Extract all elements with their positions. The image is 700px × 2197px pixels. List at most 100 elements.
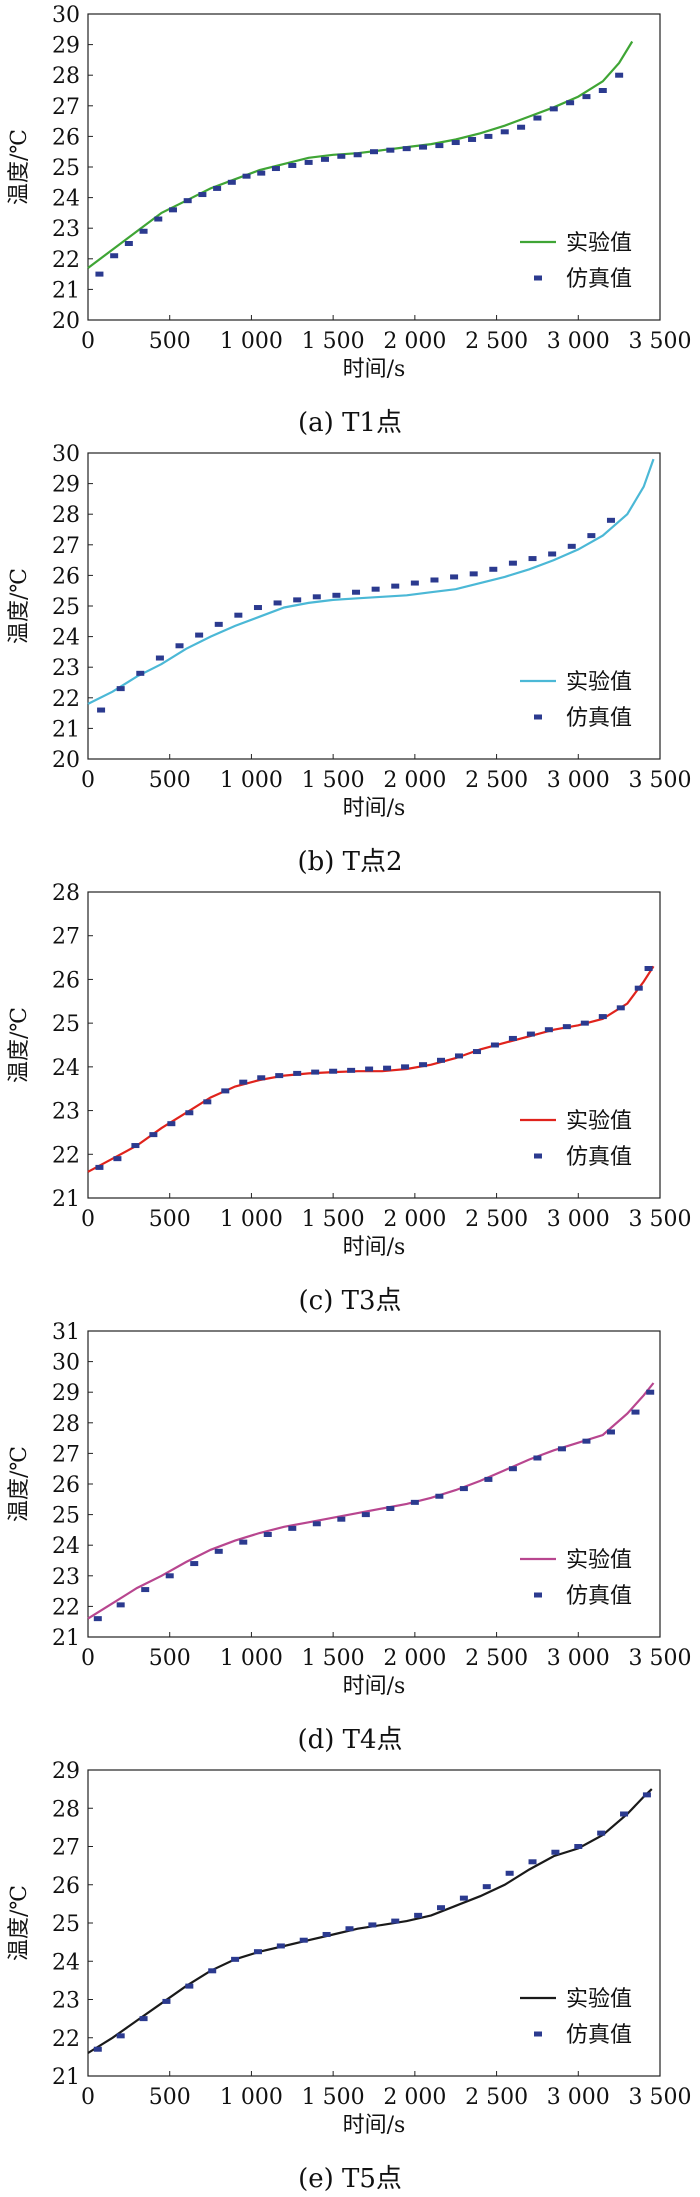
x-axis-label: 时间/s [343,357,406,382]
x-tick-label: 1 500 [302,1646,365,1671]
x-tick-label: 2 000 [383,1207,446,1232]
series-line-experimental [87,40,634,269]
simulation-point [642,1792,651,1798]
simulation-point [304,159,313,165]
x-tick-label: 0 [81,1207,95,1232]
legend-label-simulation: 仿真值 [566,1145,632,1170]
y-tick-label: 29 [52,473,80,498]
simulation-point [116,686,125,692]
legend-point-swatch [534,1592,542,1598]
x-tick-label: 3 000 [547,2085,610,2110]
simulation-point [435,143,444,149]
simulation-point [361,1512,370,1518]
simulation-point [631,1409,640,1415]
simulation-point [598,88,607,93]
x-axis-label: 时间/s [343,796,406,821]
plot-frame [87,891,661,1199]
y-tick-label: 23 [52,217,80,242]
series-line-experimental [87,1382,655,1620]
x-tick-label: 2 500 [465,2085,528,2110]
simulation-point [273,600,282,606]
y-tick-label: 31 [52,1320,80,1345]
y-tick-label: 23 [52,1989,80,2014]
x-tick-label: 3 000 [547,1207,610,1232]
simulation-point [311,1069,320,1075]
simulation-point [167,1121,176,1127]
simulation-point [435,1493,444,1499]
simulation-point [203,1099,212,1105]
simulation-point [482,1884,491,1890]
simulation-point [329,1068,338,1074]
simulation-point [190,1561,199,1567]
y-tick-label: 28 [52,503,80,528]
simulation-point [419,1062,428,1068]
x-tick-label: 3 000 [547,768,610,793]
x-tick-label: 3 500 [629,1646,692,1671]
simulation-point [368,1922,377,1928]
x-tick-label: 3 500 [629,1207,692,1232]
y-tick-label: 23 [52,1565,80,1590]
y-tick-label: 29 [52,34,80,59]
simulation-point [544,1027,553,1033]
simulation-point [419,144,428,150]
y-tick-label: 26 [52,1473,80,1498]
y-tick-label: 25 [52,156,80,181]
simulation-point [257,1075,266,1081]
simulation-point [469,571,478,577]
simulation-point [365,1066,374,1072]
simulation-point [185,1983,194,1989]
legend-label-experimental: 实验值 [566,1987,632,2012]
y-tick-label: 27 [52,925,80,950]
x-axis-label: 时间/s [343,1235,406,1260]
x-tick-label: 2 000 [383,329,446,354]
simulation-point [526,1031,535,1037]
simulation-point [437,1057,446,1063]
simulation-point [386,147,395,153]
x-tick-label: 3 000 [547,1646,610,1671]
x-tick-label: 2 500 [465,1207,528,1232]
simulation-point [221,1088,230,1094]
x-tick-label: 1 500 [302,1207,365,1232]
chart-d-svg: 21 22 23 24 25 26 27 28 29 30 31 0 500 1 000 1 500 2 00… [7,1320,692,1699]
simulation-point [500,129,509,135]
simulation-point [312,594,321,600]
simulation-point [149,1132,158,1138]
simulation-point [437,1905,446,1911]
y-axis-label: 温度/℃ [7,1007,32,1083]
series-line-experimental [87,1788,653,2054]
simulation-point [391,1918,400,1924]
y-tick-label: 30 [52,442,80,467]
chart-c-caption: (c) T3点 [298,1286,402,1316]
simulation-point [113,1156,122,1162]
simulation-point [312,1521,321,1527]
series-line-experimental [87,458,655,705]
simulation-point [332,592,341,598]
y-tick-label: 27 [52,1442,80,1467]
simulation-point [95,1164,104,1170]
y-tick-label: 24 [52,1534,80,1559]
simulation-point [288,162,297,168]
simulation-point [337,153,346,159]
simulation-point [95,271,104,277]
simulation-point [234,612,243,618]
simulation-point [257,170,266,176]
x-tick-label: 2 500 [465,1646,528,1671]
simulation-point [345,1926,354,1932]
simulation-point [508,1035,517,1041]
simulation-point [582,94,591,100]
simulation-point [275,1073,284,1079]
simulation-point [620,1811,629,1817]
y-tick-label: 22 [52,2027,80,2052]
x-tick-label: 2 000 [383,768,446,793]
y-tick-label: 21 [52,717,80,742]
x-tick-label: 2 000 [383,1646,446,1671]
simulation-point [557,1446,566,1452]
simulation-point [214,1548,223,1554]
y-tick-label: 22 [52,1595,80,1620]
chart-a-caption: (a) T1点 [298,408,402,438]
chart-e-caption: (e) T5点 [298,2164,402,2194]
simulation-point [276,1943,285,1949]
x-tick-label: 1 500 [302,768,365,793]
x-tick-label: 2 000 [383,2085,446,2110]
chart-a-svg: 20 21 22 23 24 25 26 27 28 29 30 0 500 1 000 1 500 2 00… [7,3,691,382]
